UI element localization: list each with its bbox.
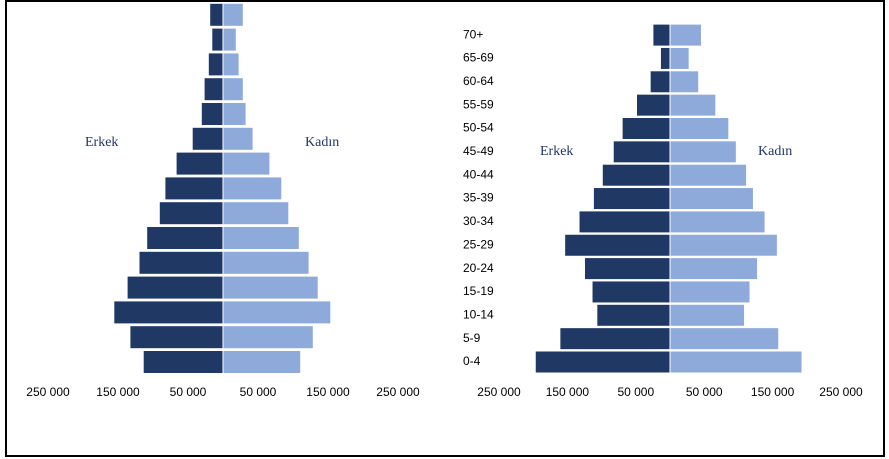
bar — [669, 233, 778, 257]
bar — [164, 176, 224, 201]
bar — [669, 163, 748, 187]
bar — [222, 250, 310, 275]
bar — [559, 327, 671, 351]
bar — [222, 176, 283, 201]
bar — [200, 102, 224, 126]
x-tick-label: 50 000 — [240, 385, 277, 399]
bar — [659, 46, 671, 70]
bar — [669, 70, 700, 94]
x-tick-label: 50 000 — [617, 385, 654, 399]
bar — [652, 23, 671, 47]
x-tick-label: 50 000 — [686, 385, 723, 399]
x-tick-label: 150 000 — [96, 385, 140, 399]
bar — [222, 27, 237, 52]
bar — [209, 2, 224, 27]
bar — [222, 226, 300, 250]
bar — [113, 300, 224, 325]
bar — [211, 27, 224, 52]
bar — [191, 126, 224, 151]
category-label: 5-9 — [463, 331, 481, 345]
bar — [612, 140, 671, 164]
bar — [592, 187, 671, 211]
x-tick-label: 150 000 — [751, 385, 795, 399]
bar — [669, 350, 803, 374]
category-label: 60-64 — [463, 74, 494, 88]
category-label: 35-39 — [463, 191, 494, 205]
bar — [146, 226, 224, 250]
bar — [222, 275, 319, 300]
category-label: 45-49 — [463, 144, 494, 158]
bar — [584, 257, 671, 281]
x-tick-label: 250 000 — [26, 385, 70, 399]
bar — [669, 93, 717, 117]
bar — [669, 140, 737, 164]
bar — [222, 151, 271, 176]
bar — [222, 325, 314, 350]
bar — [669, 117, 730, 140]
series-label: Kadın — [758, 144, 792, 159]
bar — [669, 303, 746, 327]
series-label: Kadın — [305, 135, 339, 150]
bar — [203, 77, 224, 102]
x-tick-label: 250 000 — [819, 385, 863, 399]
category-label: 15-19 — [463, 284, 494, 298]
category-label: 65-69 — [463, 51, 494, 65]
bar — [669, 187, 754, 211]
bar — [222, 350, 302, 374]
bar — [222, 2, 244, 27]
category-label: 50-54 — [463, 121, 494, 135]
bar — [175, 151, 224, 176]
bar — [158, 201, 224, 226]
bar — [222, 300, 332, 325]
x-tick-label: 150 000 — [546, 385, 590, 399]
category-label: 10-14 — [463, 307, 494, 321]
category-label: 70+ — [463, 27, 483, 41]
bar — [578, 210, 671, 234]
bar — [129, 325, 224, 350]
x-tick-label: 250 000 — [376, 385, 420, 399]
bar — [138, 250, 224, 275]
bar — [222, 126, 254, 151]
bar — [669, 210, 766, 234]
bar — [591, 280, 671, 304]
category-label: 55-59 — [463, 97, 494, 111]
frame — [5, 0, 885, 457]
bar — [222, 201, 290, 226]
x-tick-label: 250 000 — [477, 385, 521, 399]
bar — [126, 275, 224, 300]
bar — [669, 23, 702, 47]
bar — [534, 350, 671, 374]
bar — [142, 350, 224, 374]
bar — [669, 257, 759, 281]
bar — [222, 52, 240, 77]
bar — [222, 102, 247, 126]
category-label: 40-44 — [463, 167, 494, 181]
category-label: 25-29 — [463, 237, 494, 251]
bar — [596, 303, 671, 327]
bar — [669, 327, 780, 351]
category-label: 0-4 — [463, 354, 481, 368]
bar — [669, 280, 751, 304]
category-label: 20-24 — [463, 261, 494, 275]
series-label: Erkek — [540, 144, 573, 159]
bar — [635, 93, 671, 117]
bar — [649, 70, 671, 94]
bar — [601, 163, 671, 187]
bar — [669, 46, 690, 70]
bar — [564, 233, 671, 257]
category-label: 30-34 — [463, 214, 494, 228]
x-tick-label: 50 000 — [170, 385, 207, 399]
series-label: Erkek — [85, 135, 118, 150]
bar — [207, 52, 224, 77]
x-tick-label: 150 000 — [306, 385, 350, 399]
bar — [222, 77, 244, 102]
bar — [621, 117, 671, 140]
